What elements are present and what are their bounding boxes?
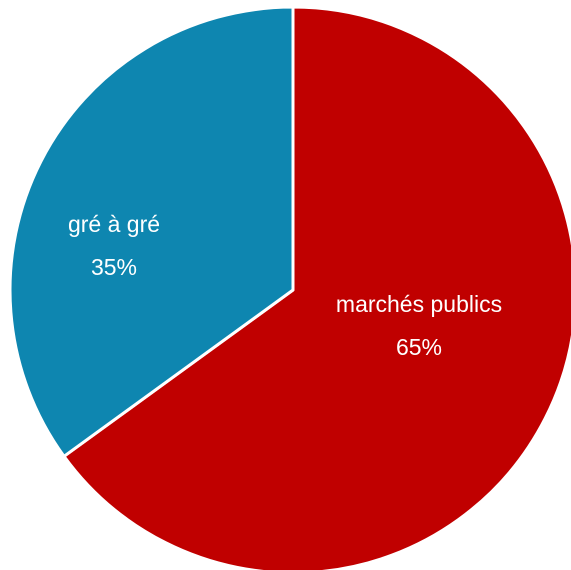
slice-value-marches-publics: 65%	[396, 334, 442, 360]
pie-slice-0	[62, 5, 571, 570]
pie-slices	[8, 5, 571, 570]
slice-label-gre-a-gre: gré à gré	[68, 211, 160, 237]
pie-slice-1	[8, 5, 295, 458]
pie-labels: marchés publics 65% gré à gré 35%	[68, 211, 502, 360]
slice-label-marches-publics: marchés publics	[336, 291, 502, 317]
slice-value-gre-a-gre: 35%	[91, 254, 137, 280]
